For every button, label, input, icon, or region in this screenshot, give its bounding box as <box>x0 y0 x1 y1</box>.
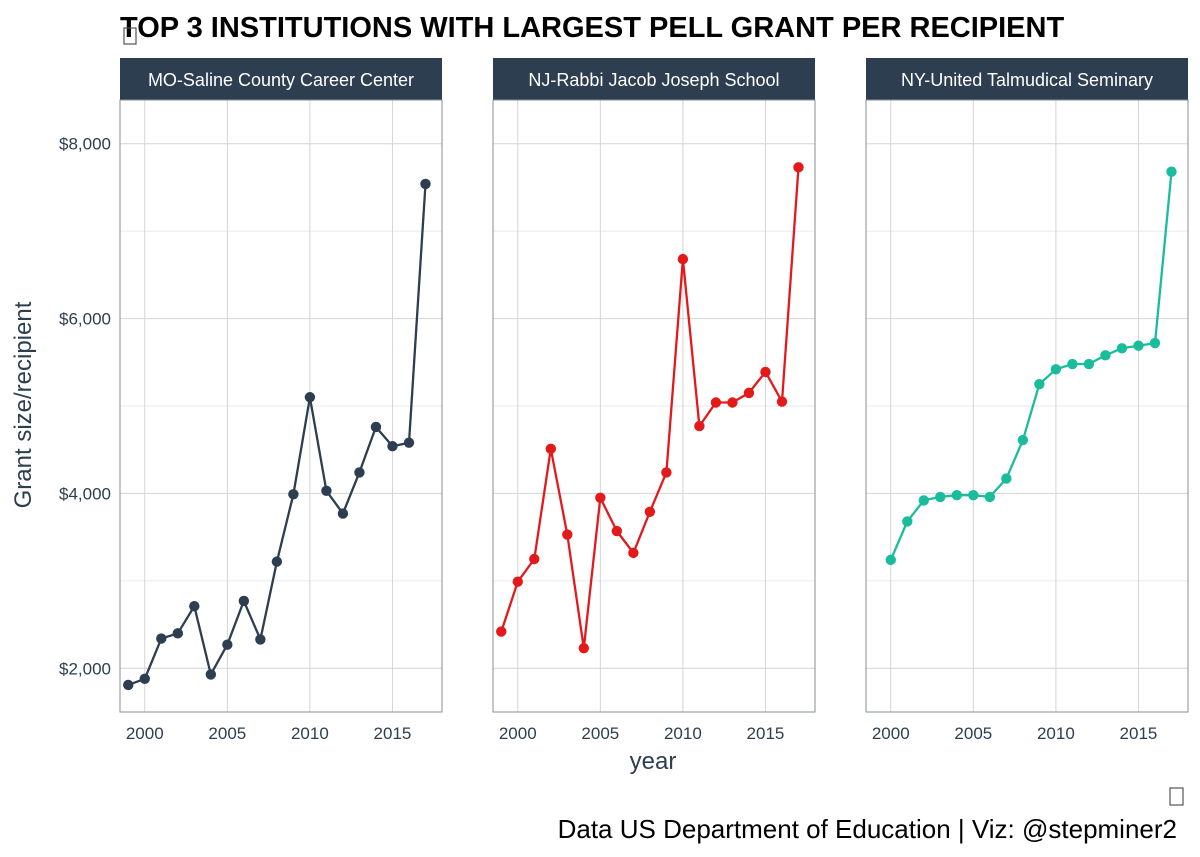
x-tick-label: 2000 <box>872 724 910 743</box>
chart-caption: Data US Department of Education | Viz: @… <box>558 814 1177 844</box>
data-point <box>222 639 233 650</box>
y-tick-label: $8,000 <box>59 135 111 154</box>
data-point <box>1149 337 1161 349</box>
facet-panels: MO-Saline County Career Center 2000 2005 20… <box>59 58 1189 743</box>
x-tick-label: 2015 <box>374 724 412 743</box>
data-point <box>611 525 623 537</box>
x-tick-label: 2010 <box>664 724 702 743</box>
data-point <box>123 679 134 691</box>
data-point <box>578 642 590 654</box>
data-point <box>387 441 398 452</box>
data-point <box>337 508 349 519</box>
data-point <box>727 397 738 408</box>
missing-glyph-icon <box>1169 787 1184 806</box>
data-point <box>403 437 415 448</box>
x-tick-label: 2005 <box>581 724 619 743</box>
data-point <box>628 547 639 559</box>
data-point <box>760 366 771 378</box>
data-point <box>354 467 365 478</box>
x-tick-label: 2000 <box>499 724 537 743</box>
facet-strip <box>120 58 442 100</box>
data-point <box>644 506 656 517</box>
data-point <box>710 397 722 408</box>
data-point <box>885 554 896 566</box>
data-point <box>951 489 963 501</box>
facet-strip <box>493 58 815 100</box>
data-point <box>512 576 523 587</box>
data-point <box>743 387 755 399</box>
data-point <box>793 162 804 173</box>
data-point <box>1050 364 1062 375</box>
data-point <box>545 443 556 455</box>
data-point <box>529 553 540 565</box>
data-point <box>420 178 431 190</box>
data-point <box>595 492 606 503</box>
data-point <box>968 489 979 501</box>
facet-panel: NJ-Rabbi Jacob Joseph School 2000 2005 2010… <box>492 58 816 743</box>
series-line <box>127 183 427 686</box>
x-tick-label: 2005 <box>208 724 246 743</box>
x-tick-label: 2010 <box>1037 724 1075 743</box>
panel-border <box>119 99 443 713</box>
data-point <box>562 529 573 540</box>
data-point <box>238 595 250 607</box>
data-point <box>1133 340 1144 351</box>
data-point <box>496 626 507 637</box>
data-point <box>370 421 382 433</box>
panel-border <box>492 99 816 713</box>
y-tick-label: $6,000 <box>59 310 111 329</box>
x-tick-label: 2010 <box>291 724 329 743</box>
data-point <box>1083 358 1095 370</box>
y-tick-label: $2,000 <box>59 659 111 678</box>
y-axis-title: Grant size/recipient <box>10 301 37 508</box>
data-point <box>1116 343 1128 354</box>
data-point <box>1166 166 1177 177</box>
facet-strip-label: MO-Saline County Career Center <box>148 70 414 90</box>
data-point <box>984 491 996 503</box>
series-line <box>500 167 800 650</box>
data-point <box>935 491 946 503</box>
data-point <box>1100 350 1111 361</box>
x-tick-label: 2015 <box>1120 724 1158 743</box>
data-point <box>172 628 183 639</box>
missing-glyph-icon <box>123 27 137 45</box>
facet-strip-label: NY-United Talmudical Seminary <box>901 70 1153 90</box>
chart-title: TOP 3 INSTITUTIONS WITH LARGEST PELL GRA… <box>120 12 1064 44</box>
facet-strip-label: NJ-Rabbi Jacob Joseph School <box>528 70 779 90</box>
panel-border <box>865 99 1189 713</box>
data-point <box>271 556 283 567</box>
data-point <box>1017 434 1029 446</box>
data-point <box>255 634 266 645</box>
data-point <box>1067 358 1078 370</box>
data-point <box>304 392 316 403</box>
data-point <box>776 396 788 407</box>
x-tick-label: 2005 <box>954 724 992 743</box>
facet-panel: MO-Saline County Career Center 2000 2005 20… <box>59 58 443 743</box>
data-point <box>661 467 672 478</box>
data-point <box>156 633 167 644</box>
data-point <box>1034 378 1045 390</box>
facet-strip <box>866 58 1188 100</box>
data-point <box>205 669 217 680</box>
data-point <box>918 495 929 506</box>
data-point <box>694 420 705 432</box>
facet-panel: NY-United Talmudical Seminary 2000 2005 201… <box>865 58 1189 743</box>
data-point <box>189 601 200 612</box>
series-line <box>889 171 1173 561</box>
data-point <box>902 516 913 527</box>
data-point <box>288 489 299 500</box>
data-point <box>1001 473 1012 484</box>
x-tick-label: 2015 <box>747 724 785 743</box>
data-point <box>139 673 150 684</box>
x-axis-title: year <box>630 748 677 775</box>
y-tick-label: $4,000 <box>59 484 111 503</box>
x-tick-label: 2000 <box>126 724 164 743</box>
data-point <box>677 253 689 265</box>
data-point <box>321 485 332 497</box>
